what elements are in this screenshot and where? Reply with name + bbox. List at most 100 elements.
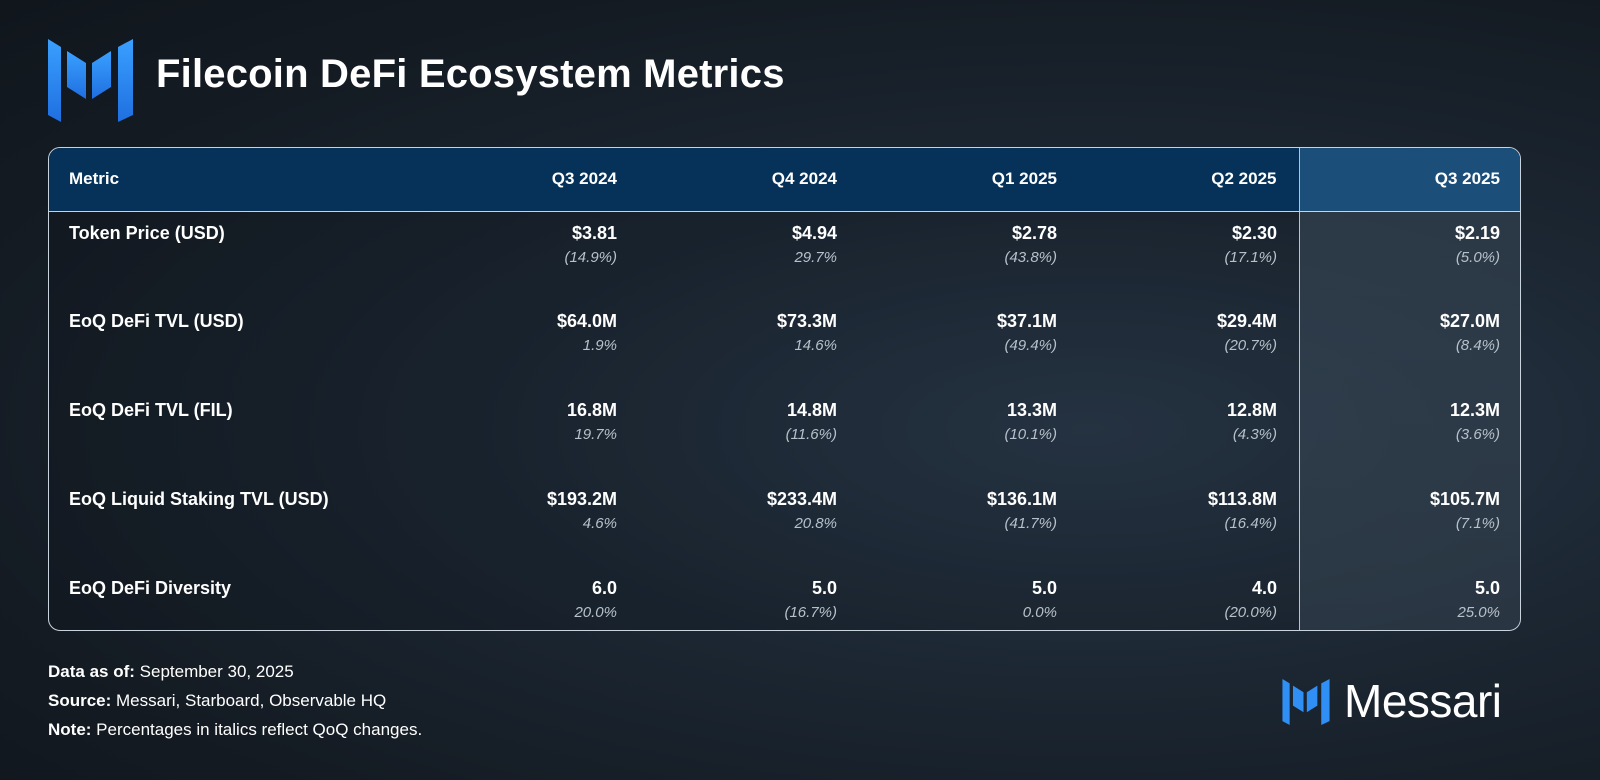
qoq-change: (3.6%): [1455, 426, 1500, 443]
footer-notes: Data as of: September 30, 2025 Source: M…: [48, 657, 422, 744]
qoq-change: (20.0%): [1224, 604, 1277, 621]
data-as-of-line: Data as of: September 30, 2025: [48, 657, 422, 686]
source-value: Messari, Starboard, Observable HQ: [111, 691, 387, 710]
metric-value: 14.8M: [786, 400, 837, 420]
qoq-change: (10.1%): [1004, 426, 1057, 443]
metric-value: $136.1M: [986, 489, 1057, 509]
metric-cell: $73.3M 14.6%: [639, 300, 859, 389]
table-row: EoQ DeFi TVL (USD) $64.0M 1.9% $73.3M 14.6% $…: [49, 300, 1520, 389]
note-line: Note: Percentages in italics reflect QoQ…: [48, 715, 422, 744]
column-header-highlighted: Q3 2025: [1298, 148, 1520, 212]
metric-cell: $2.30 (17.1%): [1079, 211, 1299, 300]
metric-cell: 4.0 (20.0%): [1079, 567, 1299, 630]
metric-name: Token Price (USD): [69, 222, 225, 243]
metric-value: 5.0: [811, 578, 837, 598]
metric-cell: $113.8M (16.4%): [1079, 478, 1299, 567]
metric-value: $233.4M: [766, 489, 837, 509]
metric-value: 13.3M: [1006, 400, 1057, 420]
metric-cell: 13.3M (10.1%): [859, 389, 1079, 478]
qoq-change: 20.0%: [574, 604, 617, 621]
brand-logo: Messari: [1282, 675, 1522, 727]
source-label: Source:: [48, 691, 112, 710]
metric-value: $73.3M: [776, 311, 837, 331]
table-header-row: Metric Q3 2024 Q4 2024 Q1 2025 Q2 2025 Q…: [49, 148, 1520, 212]
data-as-of-label: Data as of:: [48, 662, 135, 681]
metric-name: EoQ DeFi TVL (FIL): [69, 400, 233, 420]
qoq-change: (5.0%): [1455, 248, 1500, 266]
qoq-change: (20.7%): [1224, 337, 1277, 354]
metrics-table: Metric Q3 2024 Q4 2024 Q1 2025 Q2 2025 Q…: [49, 148, 1520, 630]
qoq-change: (7.1%): [1455, 515, 1500, 532]
qoq-change: 0.0%: [1022, 604, 1057, 621]
column-header: Metric: [49, 148, 419, 212]
qoq-change: (43.8%): [1004, 248, 1057, 266]
qoq-change: (41.7%): [1004, 515, 1057, 532]
metric-value: $3.81: [571, 222, 617, 243]
metric-cell: $2.19 (5.0%): [1299, 211, 1520, 300]
metric-cell: $29.4M (20.7%): [1079, 300, 1299, 389]
metric-value: 6.0: [591, 578, 617, 598]
qoq-change: 4.6%: [582, 515, 617, 532]
metric-value: $2.30: [1231, 222, 1277, 243]
page-title: Filecoin DeFi Ecosystem Metrics: [156, 52, 785, 96]
metric-cell: 12.8M (4.3%): [1079, 389, 1299, 478]
qoq-change: (14.9%): [564, 248, 617, 266]
metric-cell: $4.94 29.7%: [639, 211, 859, 300]
metric-cell: $136.1M (41.7%): [859, 478, 1079, 567]
metric-cell: 14.8M (11.6%): [639, 389, 859, 478]
metric-cell: $64.0M 1.9%: [419, 300, 639, 389]
metric-cell: 5.0 25.0%: [1299, 567, 1520, 630]
column-header: Q1 2025: [859, 148, 1079, 212]
qoq-change: (4.3%): [1232, 426, 1277, 443]
metric-cell: $105.7M (7.1%): [1299, 478, 1520, 567]
metrics-table-panel: Metric Q3 2024 Q4 2024 Q1 2025 Q2 2025 Q…: [48, 147, 1521, 631]
metric-value: 12.8M: [1226, 400, 1277, 420]
column-header: Q4 2024: [639, 148, 859, 212]
note-value: Percentages in italics reflect QoQ chang…: [91, 720, 423, 739]
metric-cell: $3.81 (14.9%): [419, 211, 639, 300]
note-label: Note:: [48, 720, 92, 739]
table-row: EoQ DeFi TVL (FIL) 16.8M 19.7% 14.8M (11.6%)…: [49, 389, 1520, 478]
column-header: Q2 2025: [1079, 148, 1299, 212]
metric-value: $113.8M: [1207, 489, 1277, 509]
metric-value: $27.0M: [1439, 311, 1500, 331]
metric-value: 16.8M: [566, 400, 617, 420]
messari-brand-icon: [1282, 679, 1330, 725]
qoq-change: 25.0%: [1457, 604, 1500, 621]
qoq-change: 1.9%: [582, 337, 617, 354]
metric-cell: $233.4M 20.8%: [639, 478, 859, 567]
highlight-column-bg: [1299, 148, 1520, 630]
qoq-change: (11.6%): [785, 426, 837, 443]
metric-cell: 12.3M (3.6%): [1299, 389, 1520, 478]
metric-cell: $37.1M (49.4%): [859, 300, 1079, 389]
metric-cell: 5.0 (16.7%): [639, 567, 859, 630]
metric-value: 12.3M: [1449, 400, 1500, 420]
qoq-change: 29.7%: [794, 248, 837, 266]
qoq-change: (49.4%): [1004, 337, 1057, 354]
qoq-change: 19.7%: [574, 426, 617, 443]
metric-cell: $193.2M 4.6%: [419, 478, 639, 567]
qoq-change: (16.7%): [784, 604, 837, 621]
data-as-of-value: September 30, 2025: [134, 662, 294, 681]
metric-value: 5.0: [1474, 578, 1500, 598]
metric-value: $29.4M: [1216, 311, 1277, 331]
table-row: EoQ DeFi Diversity 6.0 20.0% 5.0 (16.7%) 5.0 0…: [49, 567, 1520, 630]
metric-name: EoQ DeFi TVL (USD): [69, 311, 244, 331]
metric-value: $37.1M: [996, 311, 1057, 331]
metric-value: 5.0: [1031, 578, 1057, 598]
table-row: EoQ Liquid Staking TVL (USD) $193.2M 4.6% $…: [49, 478, 1520, 567]
column-header: Q3 2024: [419, 148, 639, 212]
metric-value: $64.0M: [556, 311, 617, 331]
table-row: Token Price (USD) $3.81 (14.9%) $4.94 29.7% $…: [49, 211, 1520, 300]
metric-cell: 6.0 20.0%: [419, 567, 639, 630]
qoq-change: 14.6%: [794, 337, 837, 354]
metric-cell: $27.0M (8.4%): [1299, 300, 1520, 389]
qoq-change: (17.1%): [1224, 248, 1277, 266]
qoq-change: (16.4%): [1224, 515, 1277, 532]
metric-value: $193.2M: [546, 489, 617, 509]
metric-name: EoQ Liquid Staking TVL (USD): [69, 489, 329, 509]
messari-logo-icon: [48, 39, 133, 122]
metric-value: $2.19: [1454, 222, 1500, 243]
qoq-change: (8.4%): [1455, 337, 1500, 354]
metric-value: $105.7M: [1429, 489, 1500, 509]
